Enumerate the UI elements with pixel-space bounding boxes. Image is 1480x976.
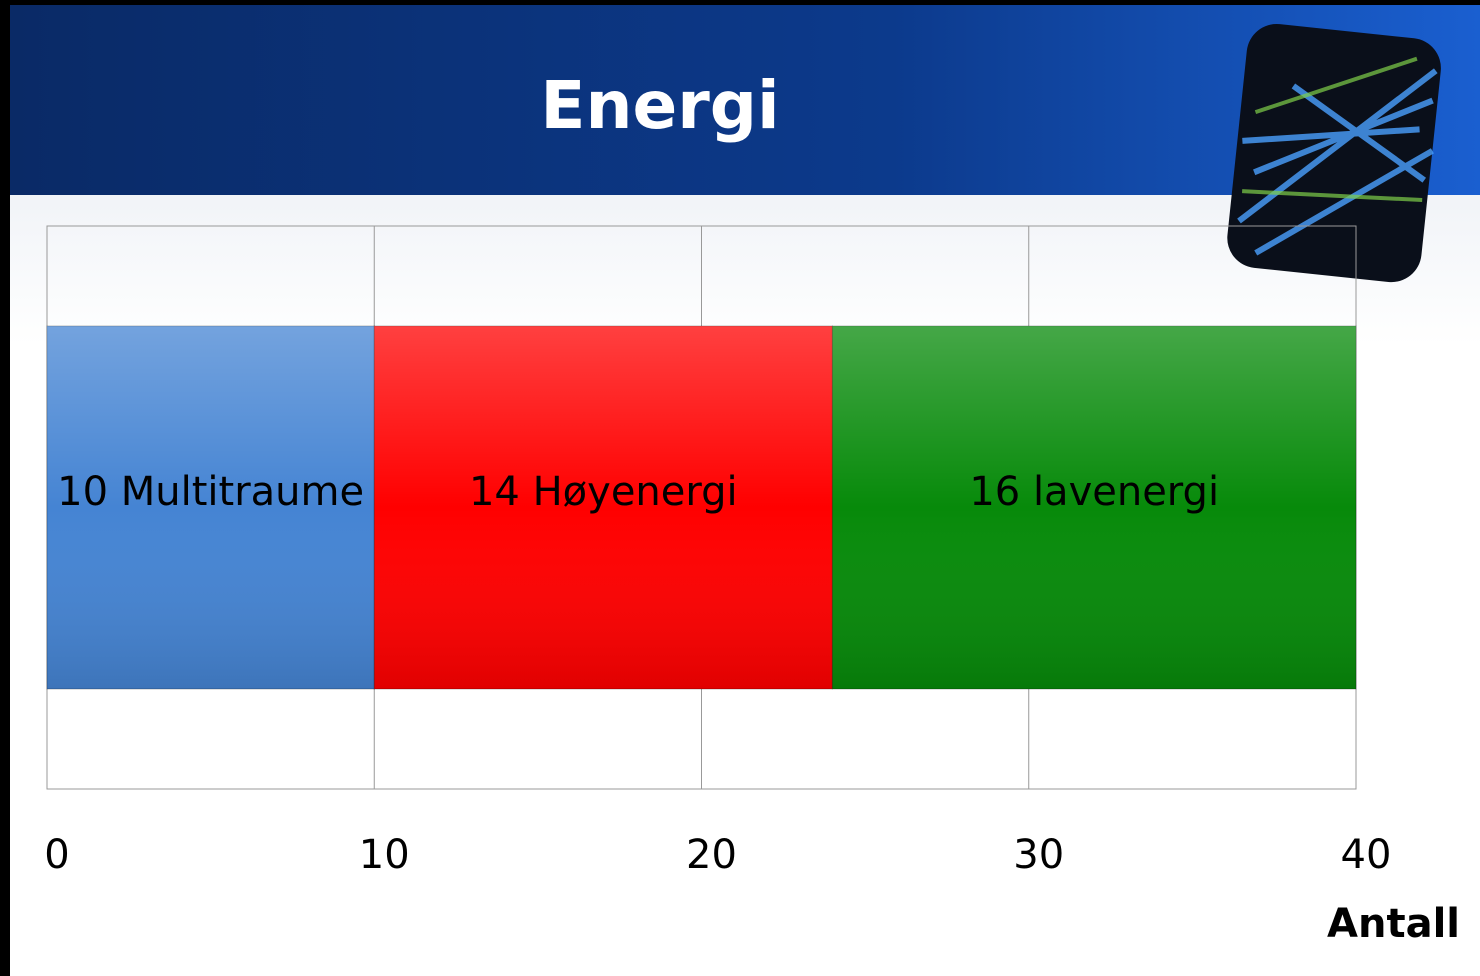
x-axis-label: Antall (1327, 901, 1460, 947)
slide: Energi Antall 0 10 20 30 40 10 Multitraume 14 … (0, 0, 1480, 976)
data-label: 10 Multitraume (57, 469, 364, 515)
x-tick-label: 10 (359, 832, 410, 878)
data-label: 16 lavenergi (969, 469, 1219, 515)
x-tick-label: 40 (1341, 832, 1392, 878)
x-tick-label: 0 (44, 832, 69, 878)
logo (1224, 21, 1444, 285)
chart-title: Energi (540, 67, 779, 144)
x-tick-label: 30 (1013, 832, 1064, 878)
x-tick-label: 20 (686, 832, 737, 878)
data-label: 14 Høyenergi (469, 469, 738, 515)
